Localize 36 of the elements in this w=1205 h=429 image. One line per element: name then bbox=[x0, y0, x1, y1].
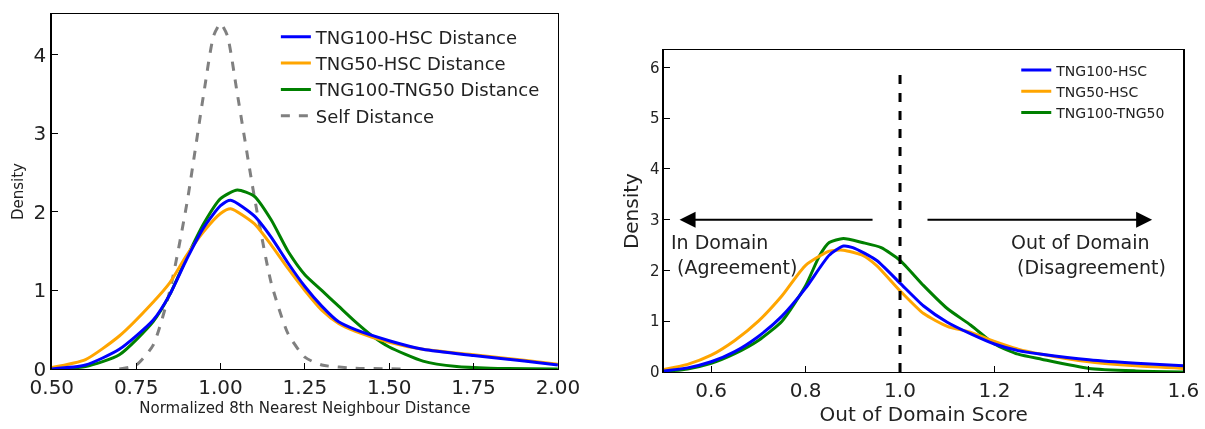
x-tick-label: 1.2 bbox=[978, 378, 1011, 403]
legend-label: TNG50-HSC Distance bbox=[314, 53, 506, 75]
x-tick-label: 1.00 bbox=[198, 375, 243, 400]
x-tick-label: 0.8 bbox=[789, 378, 822, 403]
x-tick-label: 1.25 bbox=[282, 375, 328, 400]
y-tick-label: 4 bbox=[649, 160, 660, 179]
y-tick-label: 2 bbox=[33, 199, 47, 224]
legend-label: TNG100-TNG50 Distance bbox=[314, 79, 540, 101]
y-axis-title: Density bbox=[618, 172, 643, 250]
x-tick-label: 1.50 bbox=[366, 375, 412, 400]
legend-label: Self Distance bbox=[315, 105, 435, 127]
y-tick-label: 5 bbox=[649, 109, 660, 128]
x-tick-label: 1.6 bbox=[1167, 378, 1200, 403]
y-axis-title: Density bbox=[9, 162, 28, 221]
legend-label: TNG50-HSC bbox=[1055, 83, 1139, 100]
y-tick-label: 3 bbox=[33, 121, 47, 146]
x-tick-label: 0.75 bbox=[113, 375, 159, 400]
x-axis-title: Out of Domain Score bbox=[819, 402, 1028, 427]
y-tick-label: 1 bbox=[33, 278, 47, 303]
x-tick-label: 0.6 bbox=[695, 378, 728, 403]
y-tick-label: 0 bbox=[649, 363, 660, 382]
legend-label: TNG100-TNG50 bbox=[1055, 104, 1165, 121]
y-tick-label: 3 bbox=[649, 210, 660, 229]
x-tick-label: 1.75 bbox=[451, 375, 496, 400]
y-tick-label: 4 bbox=[33, 42, 47, 67]
x-tick-label: 1.0 bbox=[884, 378, 916, 403]
legend-label: TNG100-HSC Distance bbox=[314, 26, 518, 48]
y-tick-label: 2 bbox=[649, 261, 660, 280]
annotation: In Domain (Agreement) bbox=[671, 231, 798, 278]
y-tick-label: 1 bbox=[649, 312, 660, 331]
x-tick-label: 1.4 bbox=[1072, 378, 1105, 403]
x-axis-title: Normalized 8th Nearest Neighbour Distance bbox=[139, 399, 471, 418]
y-tick-label: 6 bbox=[649, 58, 660, 77]
legend-label: TNG100-HSC bbox=[1055, 62, 1148, 79]
x-tick-label: 2.00 bbox=[535, 375, 581, 400]
annotation: Out of Domain (Disagreement) bbox=[1011, 231, 1166, 278]
